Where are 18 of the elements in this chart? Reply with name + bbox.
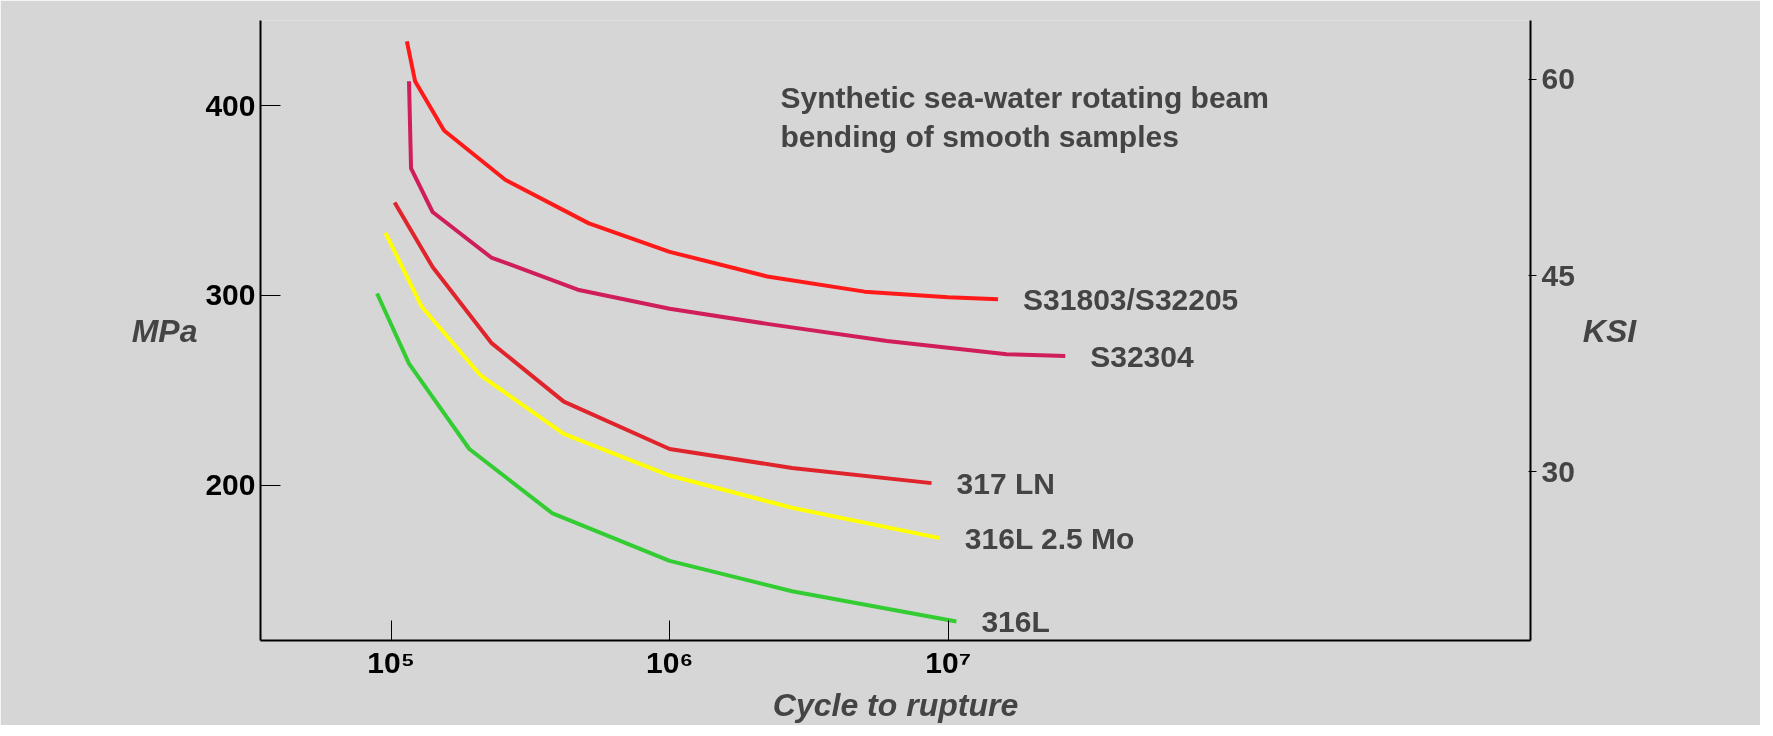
y-tick-label: 200 <box>205 468 256 502</box>
y-tick-label: 300 <box>205 278 256 312</box>
y2-tick-label: 60 <box>1541 62 1575 96</box>
series-label: 317 LN <box>956 466 1055 500</box>
y2-axis-title: KSI <box>1582 312 1638 349</box>
text: Synthetic sea-water rotating beam bending of smooth samples <box>780 80 1269 154</box>
x-tick-label: 10⁷ <box>925 645 972 679</box>
x-tick-label: 10⁵ <box>367 645 415 679</box>
series-label: S32304 <box>1090 339 1194 373</box>
y2-tick-label: 30 <box>1541 454 1575 488</box>
y-axis-title: MPa <box>131 312 198 349</box>
series-label: 316L <box>981 605 1050 639</box>
x-tick-label: 10⁶ <box>646 645 694 679</box>
x-axis-title: Cycle to rupture <box>772 686 1019 723</box>
series-label: S31803/S32205 <box>1023 282 1239 316</box>
y2-tick-label: 45 <box>1541 258 1575 292</box>
y-tick-label: 400 <box>205 88 256 122</box>
series-label: 316L 2.5 Mo <box>964 521 1135 555</box>
